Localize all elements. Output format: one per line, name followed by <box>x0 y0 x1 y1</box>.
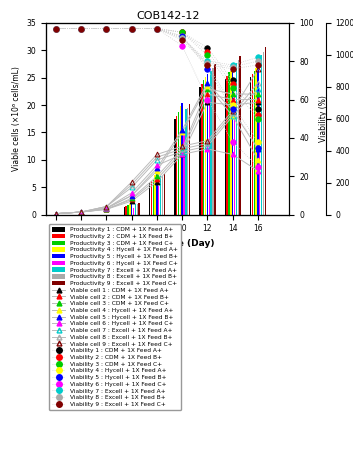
Bar <box>239 56 241 215</box>
Bar <box>226 76 228 215</box>
Bar <box>212 67 214 215</box>
Bar <box>125 206 127 215</box>
Bar <box>203 81 204 215</box>
Bar <box>210 71 212 215</box>
Bar <box>131 203 132 215</box>
Bar <box>181 103 183 215</box>
Bar <box>183 131 185 215</box>
Bar <box>199 87 201 215</box>
Bar <box>152 180 154 215</box>
Bar <box>156 173 158 215</box>
Bar <box>207 74 208 215</box>
Bar <box>234 93 235 215</box>
Legend: Productivity 1 : CDM + 1X Feed A+, Productivity 2 : CDM + 1X Feed B+, Productivi: Productivity 1 : CDM + 1X Feed A+, Produ… <box>49 223 181 410</box>
Bar <box>252 74 253 215</box>
Bar <box>263 51 264 215</box>
Bar <box>259 90 261 215</box>
Bar <box>174 119 175 215</box>
Bar <box>228 72 230 215</box>
Bar <box>230 71 232 215</box>
Bar <box>151 181 152 215</box>
Bar <box>158 186 160 215</box>
Bar <box>253 71 255 215</box>
Bar <box>127 205 129 215</box>
Bar <box>164 174 165 215</box>
Bar <box>180 106 181 215</box>
Bar <box>250 77 251 215</box>
Bar <box>138 203 140 215</box>
Bar <box>176 116 177 215</box>
Title: COB142-12: COB142-12 <box>136 10 199 20</box>
X-axis label: Culture time (Day): Culture time (Day) <box>120 239 215 248</box>
Bar <box>187 107 189 215</box>
Bar <box>135 204 136 215</box>
Bar <box>265 47 266 215</box>
Bar <box>133 207 134 215</box>
Bar <box>205 77 206 215</box>
Bar <box>261 55 262 215</box>
Bar <box>236 63 237 215</box>
Bar <box>232 67 233 215</box>
Bar <box>225 79 226 215</box>
Y-axis label: Viable cells (×10⁶ cells/mL): Viable cells (×10⁶ cells/mL) <box>12 66 21 171</box>
Bar <box>160 177 161 215</box>
Bar <box>129 203 131 215</box>
Bar <box>162 176 163 215</box>
Bar <box>124 207 125 215</box>
Bar <box>154 175 156 215</box>
Bar <box>255 67 257 215</box>
Bar <box>201 84 203 215</box>
Bar <box>209 103 210 215</box>
Bar <box>189 104 190 215</box>
Bar <box>214 64 216 215</box>
Bar <box>257 64 259 215</box>
Bar <box>137 204 138 215</box>
Bar <box>178 112 179 215</box>
Bar <box>185 109 187 215</box>
Bar <box>238 60 239 215</box>
Y-axis label: Viability (%): Viability (%) <box>319 95 328 142</box>
Bar <box>149 183 150 215</box>
